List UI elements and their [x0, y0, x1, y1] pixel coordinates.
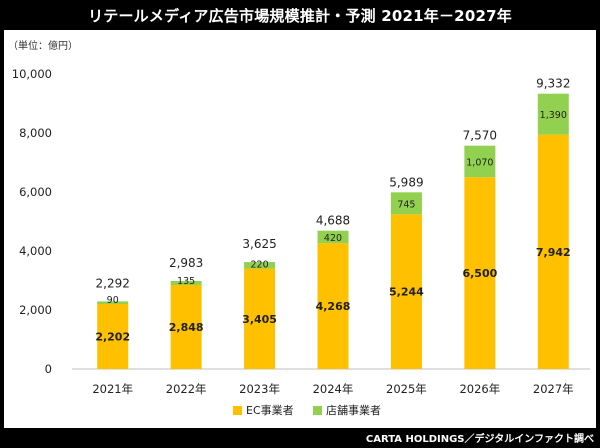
- bar-ec: [170, 284, 202, 369]
- legend-label-store: 店舗事業者: [326, 403, 381, 417]
- legend-swatch-ec: [233, 406, 242, 415]
- data-label-ec: 5,244: [389, 286, 424, 299]
- data-label-total: 7,570: [463, 129, 497, 143]
- bar-ec: [244, 268, 276, 369]
- data-label-ec: 3,405: [242, 313, 277, 326]
- y-tick-label: 6,000: [19, 185, 52, 199]
- bar-ec: [464, 177, 496, 369]
- bar-ec: [97, 304, 129, 369]
- data-label-total: 3,625: [242, 237, 276, 251]
- bar-store: [170, 281, 202, 285]
- legend-swatch-store: [313, 406, 322, 415]
- chart-title: リテールメディア広告市場規模推計・予測 2021年－2027年: [88, 6, 512, 25]
- bar-store: [317, 230, 349, 244]
- x-tick-label: 2021年: [92, 382, 133, 396]
- title-bar: リテールメディア広告市場規模推計・予測 2021年－2027年: [0, 0, 600, 30]
- y-tick-label: 8,000: [19, 126, 52, 140]
- y-tick-label: 2,000: [19, 303, 52, 317]
- bar-store: [537, 93, 569, 135]
- data-label-store: 1,390: [540, 110, 567, 121]
- data-label-store: 135: [177, 276, 195, 287]
- data-label-ec: 4,268: [316, 300, 351, 313]
- y-tick-label: 0: [45, 362, 52, 376]
- x-tick-label: 2022年: [166, 382, 207, 396]
- data-label-store: 420: [324, 233, 342, 244]
- data-label-store: 220: [251, 260, 269, 271]
- data-label-store: 745: [397, 199, 415, 210]
- x-tick-label: 2023年: [239, 382, 280, 396]
- data-label-ec: 2,848: [169, 321, 204, 334]
- data-label-ec: 2,202: [95, 331, 130, 344]
- data-label-total: 9,332: [536, 77, 570, 91]
- bar-store: [97, 301, 129, 305]
- data-label-ec: 6,500: [462, 267, 497, 280]
- data-label-total: 2,292: [96, 276, 130, 290]
- x-tick-label: 2024年: [313, 382, 354, 396]
- data-label-total: 2,983: [169, 256, 203, 270]
- bar-store: [464, 145, 496, 178]
- x-tick-label: 2026年: [459, 382, 500, 396]
- data-label-total: 5,989: [389, 175, 423, 189]
- bar-store: [244, 262, 276, 269]
- unit-note: （単位：億円）: [8, 41, 78, 52]
- stacked-bar-chart: 0 2,000 4,000 6,000 8,000 10,000 2,202 90 2,292 2…: [12, 67, 590, 417]
- source-credit: CARTA HOLDINGS／デジタルインファクト調べ: [365, 434, 594, 445]
- bar-ec: [317, 243, 349, 369]
- y-tick-label: 4,000: [19, 244, 52, 258]
- data-label-total: 4,688: [316, 214, 350, 228]
- data-label-store: 90: [107, 295, 119, 306]
- legend-label-ec: EC事業者: [246, 404, 294, 417]
- y-tick-label: 10,000: [12, 67, 52, 81]
- data-label-ec: 7,942: [536, 246, 571, 259]
- bar-ec: [390, 214, 422, 369]
- data-label-store: 1,070: [466, 157, 493, 168]
- x-tick-label: 2025年: [386, 382, 427, 396]
- chart-panel: （単位：億円） 0 2,000 4,000 6,000 8,000 10,000 2,202…: [4, 30, 596, 428]
- bar-store: [390, 192, 422, 215]
- bar-ec: [537, 134, 569, 369]
- x-tick-label: 2027年: [533, 382, 574, 396]
